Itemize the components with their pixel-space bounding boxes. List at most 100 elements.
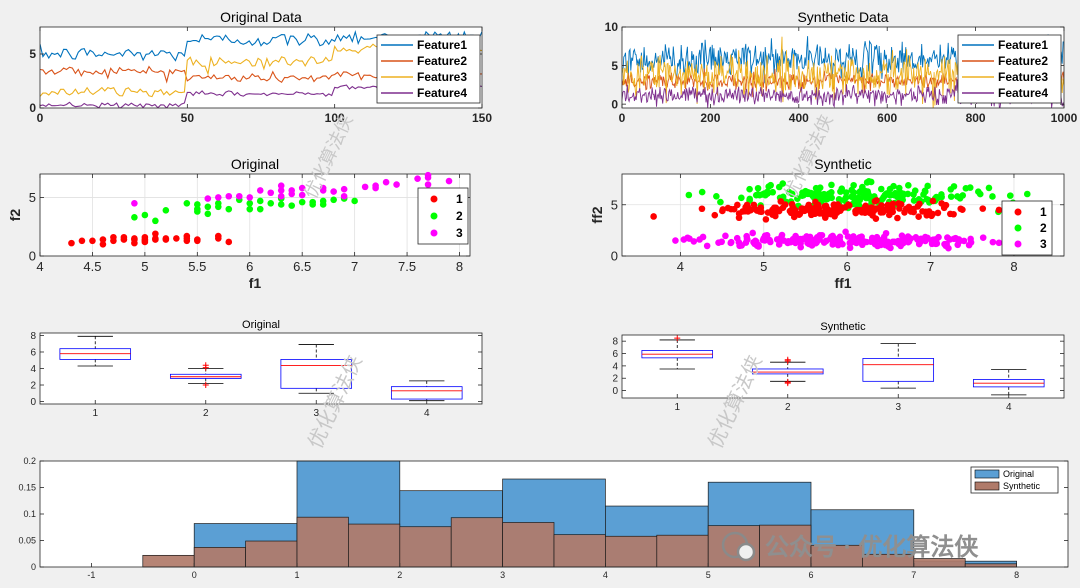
scatter-point-class-1 bbox=[798, 205, 805, 213]
synth-line-frame bbox=[621, 26, 1065, 109]
scatter-point-class-2 bbox=[802, 187, 809, 195]
scatter-point-class-1 bbox=[916, 200, 923, 208]
orig-scatter-ytick-label-1: 5 bbox=[29, 190, 36, 205]
scatter-point-class-1 bbox=[152, 230, 159, 238]
scatter-point-class-1 bbox=[183, 232, 191, 240]
box-1 bbox=[59, 335, 132, 367]
hist-bar-synthetic bbox=[296, 516, 349, 568]
scatter-point-class-3 bbox=[777, 234, 785, 241]
scatter-point-class-1 bbox=[979, 205, 987, 212]
scatter-point-class-1 bbox=[735, 214, 743, 222]
hist-bar-synthetic bbox=[759, 524, 812, 568]
hist-bar-synthetic bbox=[964, 563, 1017, 568]
scatter-point-class-1 bbox=[99, 240, 107, 248]
scatter-point-class-3 bbox=[319, 184, 327, 192]
scatter-point-class-2 bbox=[905, 182, 912, 189]
synth-scatter-frame bbox=[621, 173, 1065, 257]
scatter-point-class-2 bbox=[713, 193, 720, 200]
hist-legend-label-0: Original bbox=[1003, 469, 1034, 479]
scatter-point-class-1 bbox=[897, 201, 905, 208]
orig-box-xtick-label-2: 3 bbox=[313, 408, 319, 419]
synth-scatter-legend-swatch-2 bbox=[1014, 240, 1022, 248]
scatter-point-class-2 bbox=[746, 195, 754, 203]
orig-scatter-xtick-label-0: 4 bbox=[36, 259, 43, 274]
scatter-point-class-1 bbox=[925, 208, 933, 215]
orig-box-ytick-label-0: 0 bbox=[30, 397, 36, 408]
scatter-point-class-3 bbox=[829, 238, 837, 246]
scatter-point-class-2 bbox=[896, 194, 904, 201]
hist-ytick-label-0: 0 bbox=[31, 562, 36, 572]
synth-scatter-ytick-label-0: 0 bbox=[611, 249, 618, 264]
scatter-point-class-3 bbox=[414, 175, 421, 182]
scatter-point-class-1 bbox=[777, 198, 785, 205]
scatter-point-class-3 bbox=[372, 184, 379, 192]
orig-line-xtick-label-2: 100 bbox=[325, 111, 345, 125]
scatter-point-class-3 bbox=[696, 236, 703, 243]
hist-bar-synthetic bbox=[502, 522, 555, 568]
scatter-point-class-2 bbox=[194, 208, 201, 215]
scatter-point-class-3 bbox=[796, 236, 804, 244]
hist-xtick-label-5: 4 bbox=[603, 570, 608, 580]
hist-legend: Original Synthetic bbox=[970, 466, 1059, 494]
scatter-point-class-2 bbox=[904, 190, 912, 198]
scatter-point-class-3 bbox=[904, 233, 912, 240]
scatter-point-class-2 bbox=[775, 183, 783, 191]
outlier-marker bbox=[784, 357, 791, 364]
orig-scatter-xtick-label-4: 6 bbox=[246, 259, 253, 274]
scatter-point-class-2 bbox=[886, 185, 894, 193]
orig-box-xtick-label-1: 2 bbox=[203, 408, 209, 419]
hist-xtick-label-4: 3 bbox=[500, 570, 505, 580]
synth-line-xtick-label-1: 200 bbox=[700, 111, 720, 125]
scatter-point-class-2 bbox=[877, 185, 885, 193]
orig-line-ytick-label-0: 0 bbox=[29, 101, 36, 115]
scatter-point-class-2 bbox=[924, 182, 931, 190]
scatter-point-class-3 bbox=[722, 232, 729, 240]
scatter-point-class-2 bbox=[162, 207, 170, 214]
orig-scatter-xtick-label-2: 5 bbox=[141, 259, 148, 274]
scatter-point-class-3 bbox=[235, 192, 243, 200]
scatter-point-class-2 bbox=[822, 196, 830, 203]
scatter-point-class-3 bbox=[979, 234, 987, 241]
scatter-point-class-3 bbox=[932, 238, 940, 246]
scatter-point-class-3 bbox=[767, 238, 774, 246]
scatter-point-class-1 bbox=[811, 210, 818, 217]
synth-scatter-ylabel: ff2 bbox=[589, 206, 605, 223]
orig-box-ytick-label-1: 2 bbox=[30, 381, 36, 392]
scatter-point-class-2 bbox=[246, 205, 254, 213]
synth-box-xtick-label-2: 3 bbox=[895, 402, 901, 413]
scatter-point-class-3 bbox=[763, 232, 771, 239]
scatter-point-class-2 bbox=[842, 194, 850, 201]
scatter-point-class-1 bbox=[995, 206, 1003, 214]
scatter-point-class-1 bbox=[750, 201, 758, 209]
scatter-point-class-2 bbox=[962, 185, 970, 192]
scatter-point-class-1 bbox=[845, 201, 853, 209]
scatter-point-class-1 bbox=[744, 208, 752, 215]
scatter-point-class-2 bbox=[351, 197, 358, 205]
scatter-point-class-3 bbox=[995, 239, 1003, 247]
synth-box-xtick-label-3: 4 bbox=[1006, 402, 1012, 413]
scatter-point-class-3 bbox=[277, 182, 285, 190]
scatter-point-class-1 bbox=[650, 213, 657, 220]
orig-scatter-xtick-label-1: 4.5 bbox=[83, 259, 101, 274]
orig-scatter-ytick-label-0: 0 bbox=[29, 249, 36, 264]
synth-scatter-title: Synthetic bbox=[814, 156, 872, 172]
orig-line-xtick-label-0: 0 bbox=[37, 111, 44, 125]
orig-scatter-axes: 4 4.5 5 5.5 6 6.5 7 7.5 8 0 5 Original f1 f2 1 2 3 bbox=[7, 156, 471, 291]
hist-legend-swatch-0 bbox=[974, 469, 1000, 479]
scatter-point-class-2 bbox=[717, 198, 724, 206]
box-iqr bbox=[751, 368, 824, 375]
scatter-point-class-3 bbox=[914, 236, 921, 243]
scatter-point-class-3 bbox=[944, 234, 951, 241]
scatter-point-class-3 bbox=[298, 191, 306, 199]
scatter-point-class-3 bbox=[393, 181, 400, 188]
scatter-point-class-3 bbox=[749, 229, 756, 237]
synth-scatter-xtick-label-2: 6 bbox=[844, 259, 851, 274]
scatter-point-class-2 bbox=[685, 191, 693, 199]
scatter-point-class-1 bbox=[789, 203, 796, 211]
scatter-point-class-3 bbox=[873, 233, 881, 241]
synth-line-ytick-label-2: 10 bbox=[605, 20, 619, 34]
scatter-point-class-3 bbox=[340, 185, 348, 193]
synth-scatter-legend-box bbox=[1001, 200, 1053, 256]
synth-scatter-xlabel: ff1 bbox=[834, 275, 851, 291]
